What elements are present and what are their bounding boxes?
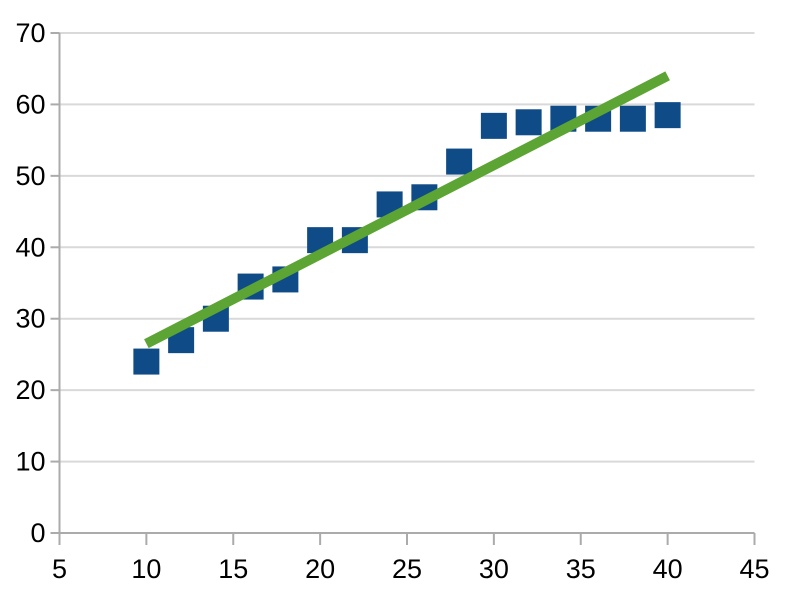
x-tick-label: 10 (131, 554, 161, 584)
x-tick-label: 35 (566, 554, 596, 584)
x-tick-label: 30 (479, 554, 509, 584)
y-tick-label: 60 (15, 89, 45, 119)
y-tick-label: 70 (15, 18, 45, 48)
data-point (446, 148, 473, 175)
y-tick-label: 50 (15, 161, 45, 191)
data-point (654, 102, 681, 129)
x-tick-label: 20 (305, 554, 335, 584)
data-point (480, 112, 507, 139)
x-tick-label: 40 (653, 554, 683, 584)
y-tick-label: 10 (15, 447, 45, 477)
tick-labels: 0 10 20 30 40 50 60 70 5 10 15 20 25 30 35 40 45 (15, 18, 769, 584)
y-tick-label: 0 (30, 518, 45, 548)
data-point (515, 109, 542, 136)
trend-line (144, 71, 670, 349)
y-tick-label: 20 (15, 375, 45, 405)
data-points-observed-points (133, 102, 681, 375)
data-point (619, 105, 646, 132)
gridlines (59, 32, 755, 463)
x-tick-label: 25 (392, 554, 422, 584)
axes (50, 32, 756, 545)
y-tick-label: 30 (15, 304, 45, 334)
y-tick-label: 40 (15, 232, 45, 262)
x-tick-label: 5 (52, 554, 67, 584)
data-point (133, 348, 160, 375)
x-tick-label: 45 (739, 554, 769, 584)
x-tick-label: 15 (218, 554, 248, 584)
